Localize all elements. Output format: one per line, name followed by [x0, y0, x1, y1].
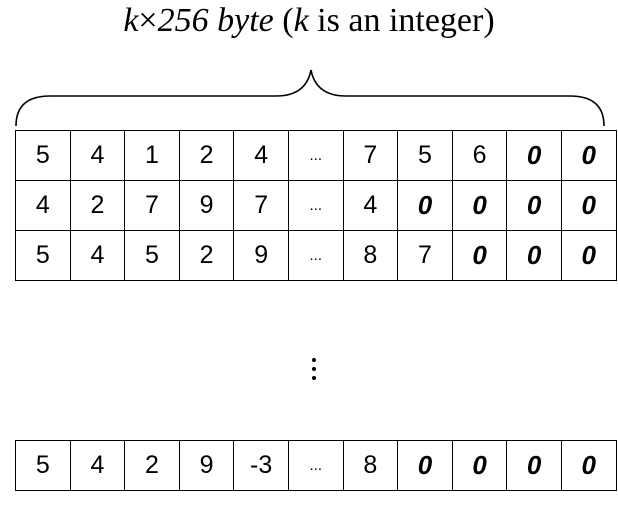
grid-cell: 9	[233, 230, 289, 281]
grid-row: 5 4 1 2 4... 7 5 6 0 0	[15, 130, 617, 181]
title-k-2: k	[293, 2, 309, 39]
grid-cell: 7	[124, 180, 180, 231]
grid-cell: 0	[506, 130, 562, 181]
grid-cell: 2	[178, 130, 235, 181]
grid-cell: 0	[506, 180, 562, 231]
grid-cell: 0	[560, 440, 617, 491]
grid-cell: 0	[397, 180, 453, 231]
grid-cell: 1	[124, 130, 180, 181]
grid-cell: 7	[233, 180, 289, 231]
top-byte-grid: 5 4 1 2 4... 7 5 6 0 0 4 2 7 9 7... 4 0 0 0 0 5 4 5 2 9... 8 7 0 0 0	[15, 130, 617, 281]
grid-cell: ...	[287, 440, 344, 491]
grid-cell: 2	[178, 230, 235, 281]
grid-row: 5 4 2 9 -3... 8 0 0 0 0	[15, 440, 617, 491]
grid-cell: 9	[178, 180, 235, 231]
grid-cell: 2	[69, 180, 126, 231]
grid-cell: 4	[69, 230, 126, 281]
grid-cell: 9	[178, 440, 235, 491]
grid-cell: -3	[233, 440, 289, 491]
grid-cell: ...	[287, 230, 344, 281]
bottom-byte-grid: 5 4 2 9 -3... 8 0 0 0 0	[15, 440, 617, 491]
title-size: 256 byte	[157, 2, 274, 39]
grid-cell: 5	[15, 230, 71, 281]
vertical-ellipsis	[312, 358, 320, 385]
grid-cell: 4	[15, 180, 71, 231]
grid-cell: 4	[233, 130, 289, 181]
grid-row: 4 2 7 9 7... 4 0 0 0 0	[15, 180, 617, 231]
grid-cell: 0	[506, 440, 562, 491]
grid-cell: 5	[15, 440, 71, 491]
grid-cell: 0	[560, 180, 617, 231]
grid-cell: 7	[397, 230, 453, 281]
grid-cell: 6	[451, 130, 508, 181]
title-k: k	[123, 2, 139, 39]
grid-cell: 8	[342, 230, 399, 281]
grid-cell: 2	[124, 440, 180, 491]
grid-cell: 5	[15, 130, 71, 181]
grid-cell: 8	[342, 440, 399, 491]
grid-cell: 0	[560, 130, 617, 181]
grid-cell: 4	[69, 440, 126, 491]
title-rest: is an integer)	[308, 2, 495, 39]
curly-brace	[15, 69, 605, 127]
grid-cell: ...	[287, 180, 344, 231]
title-times: ×	[138, 2, 158, 39]
grid-cell: 7	[342, 130, 399, 181]
grid-cell: 0	[451, 440, 508, 491]
grid-cell: 0	[397, 440, 453, 491]
grid-cell: 4	[69, 130, 126, 181]
diagram-title: k×256 byte (k is an integer)	[0, 2, 618, 40]
grid-cell: 0	[560, 230, 617, 281]
title-open: (	[273, 2, 294, 39]
grid-cell: 0	[506, 230, 562, 281]
grid-row: 5 4 5 2 9... 8 7 0 0 0	[15, 230, 617, 281]
grid-cell: 5	[397, 130, 453, 181]
grid-cell: 4	[342, 180, 399, 231]
grid-cell: 0	[451, 180, 508, 231]
grid-cell: 0	[451, 230, 508, 281]
grid-cell: 5	[124, 230, 180, 281]
grid-cell: ...	[287, 130, 344, 181]
